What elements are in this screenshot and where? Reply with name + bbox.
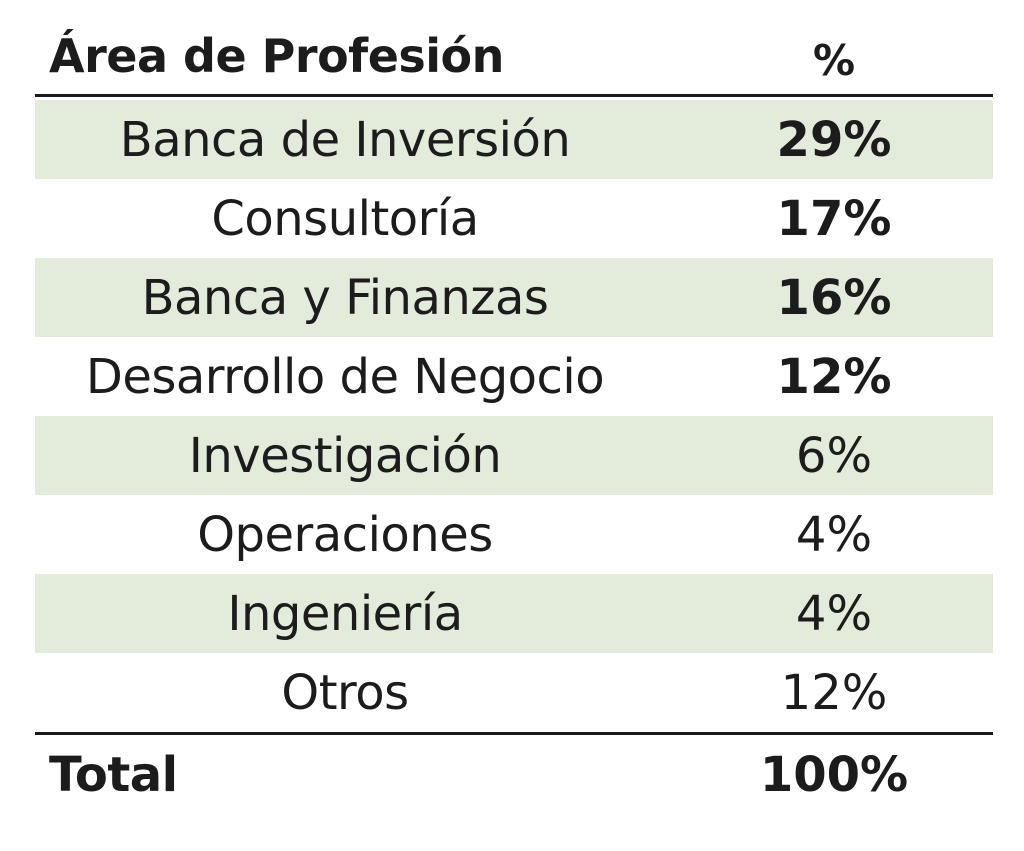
table-header: Área de Profesión %: [35, 18, 993, 97]
table-row: Otros 12%: [35, 653, 993, 732]
percent-cell: 6%: [795, 427, 873, 484]
area-cell: Investigación: [188, 427, 502, 484]
area-cell: Desarrollo de Negocio: [85, 348, 605, 405]
table-row: Ingeniería 4%: [35, 574, 993, 653]
table-row: Banca de Inversión 29%: [35, 100, 993, 179]
table-row: Operaciones 4%: [35, 495, 993, 574]
header-percent: %: [812, 35, 856, 85]
total-row: Total 100%: [35, 735, 993, 815]
percent-cell: 12%: [776, 348, 892, 405]
percent-cell: 17%: [776, 190, 892, 247]
area-cell: Consultoría: [211, 190, 479, 247]
area-cell: Banca de Inversión: [119, 111, 571, 168]
table-row: Consultoría 17%: [35, 179, 993, 258]
area-cell: Operaciones: [197, 506, 493, 563]
percent-cell: 4%: [795, 506, 873, 563]
header-area: Área de Profesión: [49, 29, 504, 83]
total-label: Total: [49, 747, 178, 803]
table-row: Investigación 6%: [35, 416, 993, 495]
area-cell: Otros: [281, 664, 409, 721]
table-row: Desarrollo de Negocio 12%: [35, 337, 993, 416]
table-body: Banca de Inversión 29% Consultoría 17% B…: [35, 97, 993, 735]
percent-cell: 12%: [780, 664, 888, 721]
percent-cell: 16%: [776, 269, 892, 326]
percent-cell: 29%: [776, 111, 892, 168]
table-row: Banca y Finanzas 16%: [35, 258, 993, 337]
profession-table: Área de Profesión % Banca de Inversión 2…: [35, 18, 993, 815]
total-percent: 100%: [759, 747, 909, 803]
area-cell: Banca y Finanzas: [141, 269, 549, 326]
percent-cell: 4%: [795, 585, 873, 642]
area-cell: Ingeniería: [227, 585, 463, 642]
